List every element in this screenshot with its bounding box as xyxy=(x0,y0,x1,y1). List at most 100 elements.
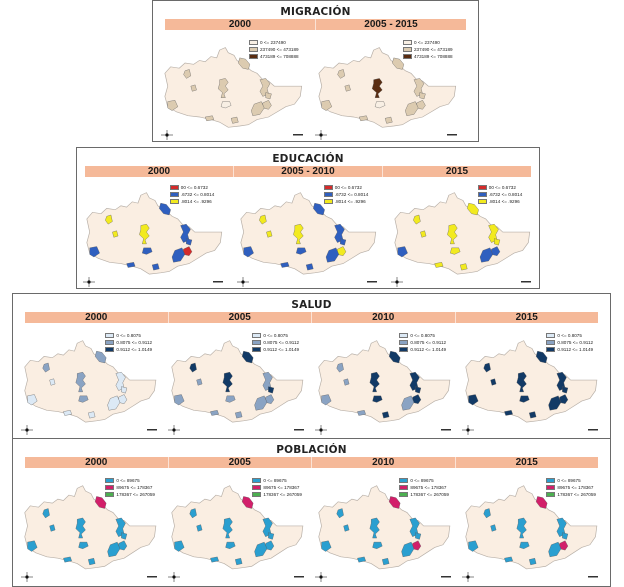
region-e2 xyxy=(268,386,275,394)
region-w xyxy=(343,524,350,532)
region-s2 xyxy=(230,116,239,124)
region-cs xyxy=(63,410,72,416)
legend-item: 0.9112 <= 1.0149 xyxy=(105,346,152,353)
choropleth-map: 00 <= 0.6732 .6732 <= 0.8014 .8014 <= .929… xyxy=(81,182,229,288)
legend-label: 178367 <= 267059 xyxy=(116,492,155,497)
legend-item: 0 <= 237490 xyxy=(249,39,299,46)
panel-title: EDUCACIÓN xyxy=(272,153,344,165)
legend-swatch xyxy=(105,346,115,353)
region-center xyxy=(371,78,383,98)
legend-label: 00 <= 0.6732 xyxy=(334,185,362,190)
period-label: 2000 xyxy=(85,166,234,177)
legend-swatch xyxy=(399,484,409,491)
period-label: 2000 xyxy=(25,312,169,323)
legend-item: 0 <= 89675 xyxy=(546,477,596,484)
scale-bar-icon xyxy=(294,576,304,578)
period-label: 2010 xyxy=(312,312,456,323)
legend-swatch xyxy=(252,477,262,484)
legend-item: 0.9112 <= 1.0149 xyxy=(399,346,446,353)
region-ne xyxy=(238,57,251,70)
region-e2 xyxy=(419,92,426,100)
map-svg xyxy=(21,340,157,435)
legend-label: 0 <= 0.8075 xyxy=(116,333,141,338)
legend-swatch xyxy=(403,53,412,60)
scale-bar-icon xyxy=(441,429,451,431)
legend-swatch xyxy=(252,339,262,346)
choropleth-map: 0 <= 0.8075 0.8075 <= 0.9112 0.9112 <= 1.0… xyxy=(19,330,163,436)
legend-swatch xyxy=(546,477,556,484)
region-s2 xyxy=(459,263,468,271)
panel-educacion: EDUCACIÓN 2000 2005 - 2010 2015 00 <= 0.… xyxy=(76,147,540,289)
legend-swatch xyxy=(252,332,262,339)
region-s2 xyxy=(384,116,393,124)
region-s2 xyxy=(235,411,243,419)
period-label: 2005 - 2010 xyxy=(234,166,383,177)
scale-bar-icon xyxy=(588,429,598,431)
panel-salud: SALUD 2000 2005 2010 2015 0 <= 0.8075 0.8… xyxy=(12,293,611,439)
compass-icon xyxy=(462,425,474,435)
legend-label: .6732 <= 0.8014 xyxy=(180,192,215,197)
scale-bar-icon xyxy=(293,134,303,136)
choropleth-map: 0 <= 89675 89675 <= 178367 178367 <= 26705… xyxy=(166,475,310,583)
legend-item: 00 <= 0.6732 xyxy=(323,184,368,191)
legend-swatch xyxy=(249,46,258,53)
legend-swatch xyxy=(403,46,412,53)
region-sc xyxy=(548,541,562,558)
region-s2 xyxy=(529,411,537,419)
region-cs xyxy=(358,115,369,122)
region-sc xyxy=(479,247,494,263)
map-svg xyxy=(315,485,451,582)
scale-bar-icon xyxy=(588,576,598,578)
region-ne xyxy=(535,350,548,364)
period-label: 2015 xyxy=(455,457,598,468)
region-cs xyxy=(280,262,290,268)
legend-item: 0 <= 89675 xyxy=(399,477,449,484)
region-s2 xyxy=(151,263,160,271)
region-w xyxy=(420,230,427,238)
period-label: 2005 - 2015 xyxy=(316,19,466,30)
region-e2 xyxy=(186,238,193,246)
legend-label: 237490 <= 473189 xyxy=(260,47,299,52)
legend-item: 0.9112 <= 1.0149 xyxy=(252,346,299,353)
region-nw xyxy=(259,214,267,225)
region-center xyxy=(369,371,380,393)
region-w xyxy=(266,230,273,238)
map-legend: 0 <= 89675 89675 <= 178367 178367 <= 26705… xyxy=(252,477,302,498)
region-cs xyxy=(434,262,444,268)
region-e2 xyxy=(494,238,501,246)
region-center xyxy=(75,371,86,393)
region-nw xyxy=(336,362,344,373)
region-center xyxy=(516,517,527,539)
legend-label: 0 <= 0.8075 xyxy=(263,333,288,338)
region-s1 xyxy=(372,395,383,403)
region-center xyxy=(516,371,527,393)
legend-item: 473189 <= 708888 xyxy=(249,53,299,60)
legend-item: 0.8075 <= 0.9112 xyxy=(546,339,593,346)
legend-item: 89675 <= 178367 xyxy=(546,484,596,491)
region-sw xyxy=(167,100,179,111)
legend-item: 473189 <= 708888 xyxy=(403,53,453,60)
legend-label: 473189 <= 708888 xyxy=(414,54,453,59)
scale-bar-icon xyxy=(294,429,304,431)
legend-label: 0.9112 <= 1.0149 xyxy=(263,347,300,352)
legend-item: .6732 <= 0.8014 xyxy=(169,191,215,198)
legend-item: 0.8075 <= 0.9112 xyxy=(399,339,446,346)
legend-item: 178367 <= 267059 xyxy=(252,491,302,498)
region-cs xyxy=(357,556,366,563)
compass-icon xyxy=(315,425,327,435)
region-e2 xyxy=(265,92,272,100)
legend-swatch xyxy=(477,184,487,191)
legend-swatch xyxy=(169,184,179,191)
legend-label: .8014 <= .9296 xyxy=(180,199,212,204)
region-nw xyxy=(336,508,344,519)
legend-item: .8014 <= .9296 xyxy=(169,198,214,205)
region-ne xyxy=(241,496,254,509)
region-w xyxy=(196,524,203,532)
compass-icon xyxy=(21,572,33,582)
legend-swatch xyxy=(399,346,409,353)
legend-item: 237490 <= 473189 xyxy=(403,46,453,53)
legend-label: 89675 <= 178367 xyxy=(410,485,447,490)
legend-label: 0 <= 0.8075 xyxy=(557,333,582,338)
choropleth-map: 0 <= 237490 237490 <= 473189 473189 <= 708… xyxy=(313,37,463,141)
choropleth-map: 0 <= 89675 89675 <= 178367 178367 <= 26705… xyxy=(460,475,604,583)
